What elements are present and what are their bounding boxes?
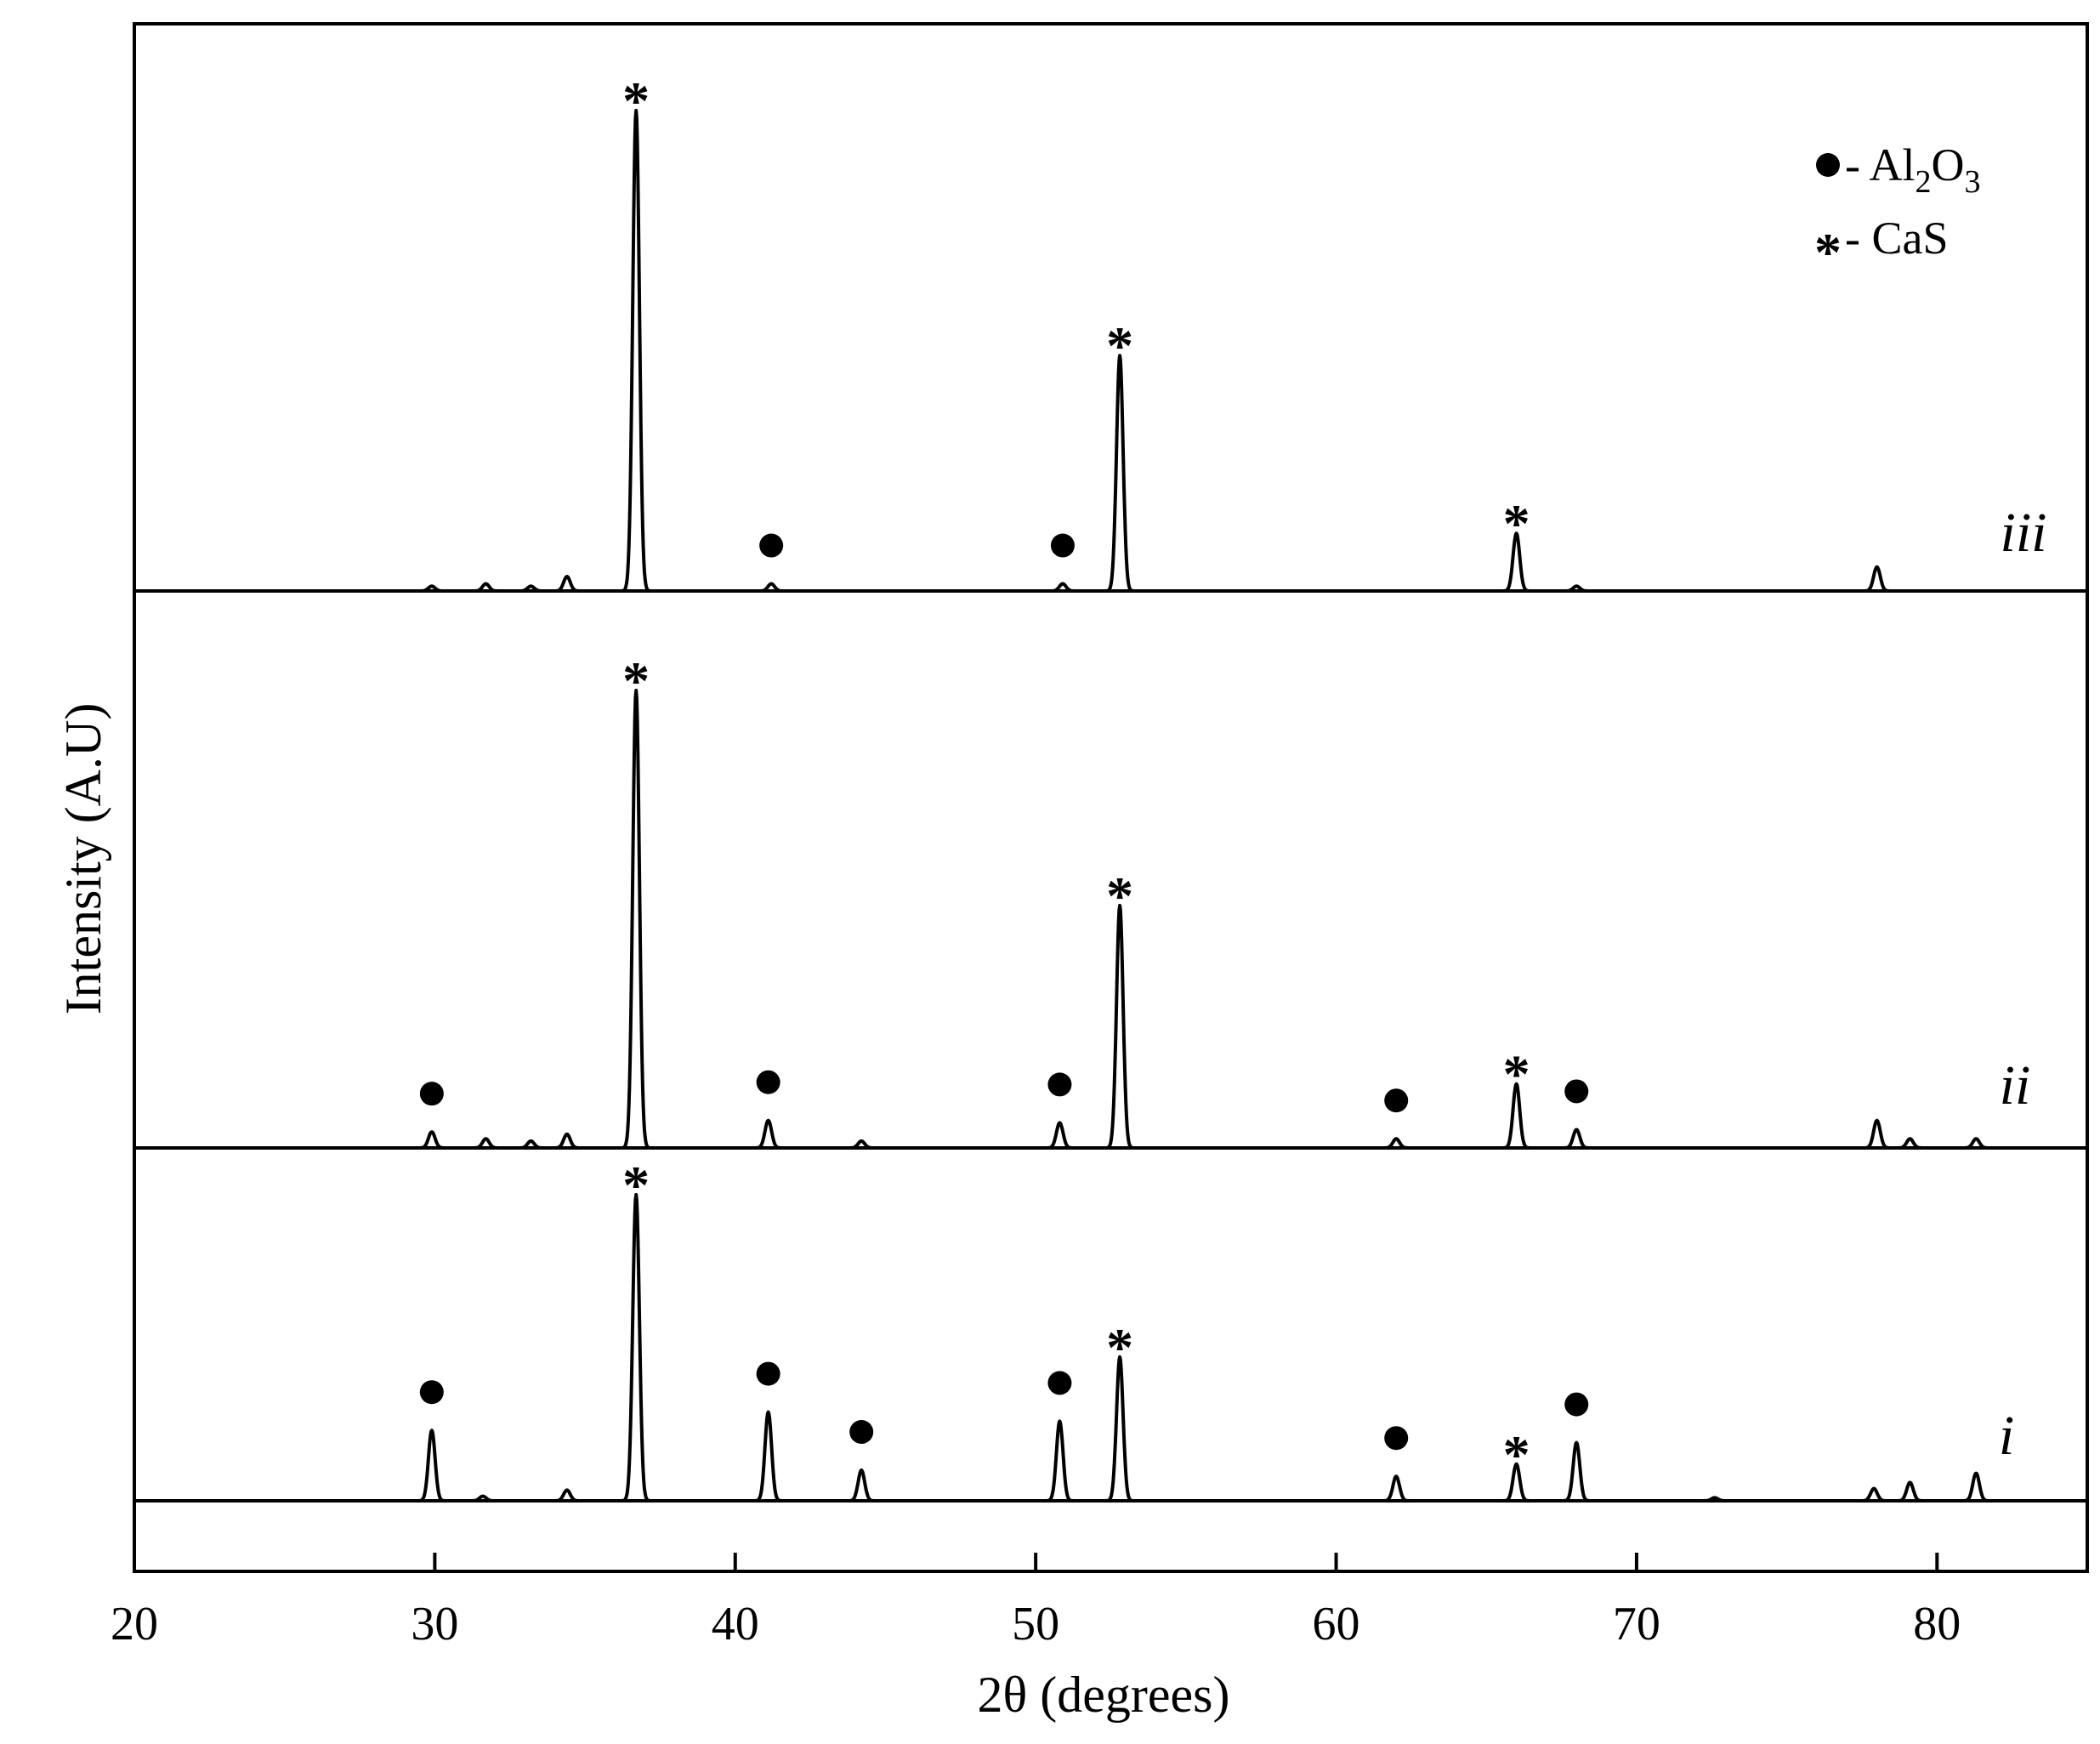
cas-star-marker: * bbox=[1106, 1317, 1133, 1378]
curve-i bbox=[133, 1193, 2089, 1503]
al2o3-dot-marker bbox=[1384, 1426, 1409, 1451]
x-tick-label-70: 70 bbox=[1613, 1598, 1660, 1650]
curve-iii bbox=[133, 109, 2089, 593]
legend-cas-label: - CaS bbox=[1845, 213, 1949, 264]
x-tick-label-20: 20 bbox=[111, 1598, 158, 1650]
al2o3-dot-marker bbox=[1047, 1072, 1072, 1097]
al2o3-dot-marker bbox=[1050, 533, 1075, 558]
al2o3-dot-marker bbox=[1564, 1392, 1589, 1417]
cas-star-marker: * bbox=[1503, 1044, 1530, 1105]
curve-label-ii: ii bbox=[2000, 1054, 2031, 1116]
cas-star-marker: * bbox=[1503, 493, 1530, 554]
x-tick-label-30: 30 bbox=[411, 1598, 458, 1650]
al2o3-dot-marker bbox=[849, 1420, 874, 1444]
peak-markers: * * * * * * * * * bbox=[419, 71, 1589, 1485]
al2o3-dot-marker bbox=[419, 1380, 444, 1405]
cas-star-marker: * bbox=[1503, 1424, 1530, 1485]
y-axis-label: Intensity (A.U) bbox=[55, 703, 111, 1015]
cas-star-marker: * bbox=[622, 1155, 650, 1215]
al2o3-dot-marker bbox=[419, 1082, 444, 1106]
al2o3-dot-marker bbox=[756, 1070, 780, 1094]
cas-star-marker: * bbox=[622, 71, 650, 131]
curve-label-i: i bbox=[1999, 1405, 2014, 1467]
x-axis-ticks: 20 30 40 50 60 70 80 bbox=[111, 1553, 1961, 1650]
curve-label-iii: iii bbox=[2000, 502, 2046, 564]
cas-star-marker: * bbox=[622, 650, 650, 711]
plot-frame bbox=[133, 22, 2089, 1573]
legend: - Al2O3 * - CaS bbox=[1814, 139, 1981, 282]
al2o3-dot-marker bbox=[756, 1361, 780, 1386]
al2o3-dot-marker bbox=[1047, 1371, 1072, 1395]
legend-star-icon: * bbox=[1814, 222, 1842, 282]
al2o3-dot-marker bbox=[1384, 1088, 1409, 1113]
legend-al2o3-label: - Al2O3 bbox=[1845, 139, 1981, 200]
x-tick-label-40: 40 bbox=[712, 1598, 759, 1650]
x-tick-label-50: 50 bbox=[1012, 1598, 1059, 1650]
plot-border bbox=[133, 22, 2089, 1573]
al2o3-dot-marker bbox=[759, 533, 784, 558]
x-tick-label-60: 60 bbox=[1313, 1598, 1360, 1650]
x-tick-label-80: 80 bbox=[1913, 1598, 1961, 1650]
cas-star-marker: * bbox=[1106, 315, 1133, 376]
al2o3-dot-marker bbox=[1564, 1079, 1589, 1104]
legend-dot-icon bbox=[1816, 153, 1840, 177]
curve-ii bbox=[133, 689, 2089, 1150]
cas-star-marker: * bbox=[1106, 866, 1133, 926]
x-axis-label: 2θ (degrees) bbox=[978, 1667, 1230, 1723]
diffraction-curves bbox=[133, 109, 2089, 1503]
